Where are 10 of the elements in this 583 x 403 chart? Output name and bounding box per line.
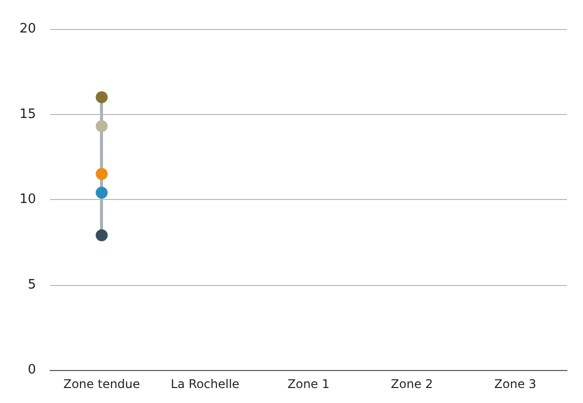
x-tick-label: Zone tendue <box>63 377 140 391</box>
y-tick-label: 5 <box>28 277 36 292</box>
y-tick-label: 0 <box>28 362 36 378</box>
y-tick-label: 15 <box>19 106 36 122</box>
x-tick-label: Zone 2 <box>390 377 433 391</box>
x-tick-label: Zone 1 <box>288 377 330 391</box>
x-tick-label: La Rochelle <box>170 377 240 391</box>
y-tick-label: 10 <box>19 192 36 207</box>
y-tick-label: 20 <box>19 22 36 36</box>
x-tick-label: Zone 3 <box>494 377 536 391</box>
